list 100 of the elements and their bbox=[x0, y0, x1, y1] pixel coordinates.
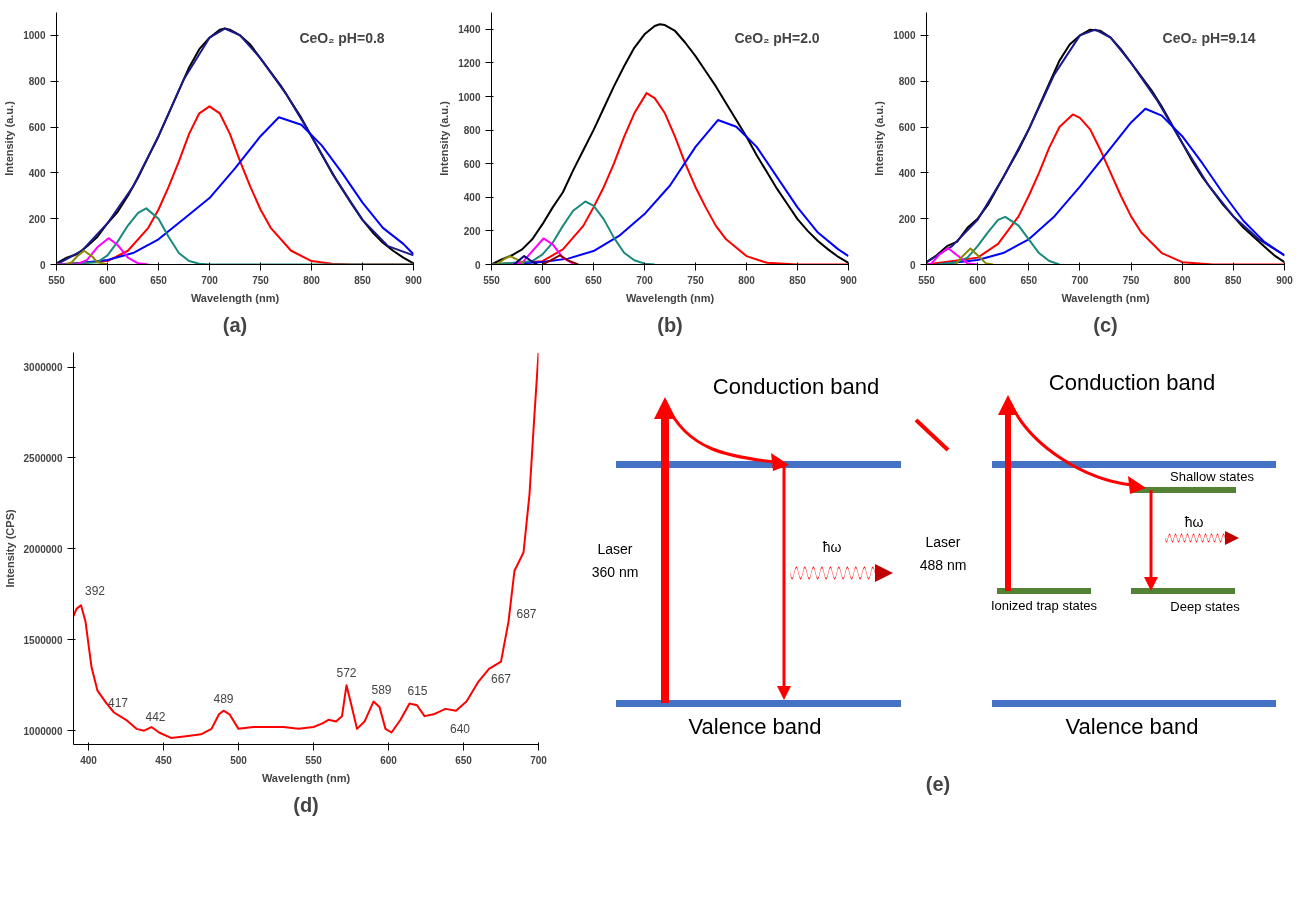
x-tick-label: 750 bbox=[1122, 274, 1140, 286]
x-tick-label: 850 bbox=[354, 274, 372, 286]
y-tick-label: 400 bbox=[463, 192, 481, 204]
x-tick-label: 600 bbox=[380, 754, 398, 766]
annotation: 615 bbox=[407, 684, 428, 699]
text: Ionized trap states bbox=[990, 598, 1098, 614]
x-tick-label: 450 bbox=[155, 754, 173, 766]
text: (e) bbox=[924, 772, 952, 798]
x-tick-label: 600 bbox=[99, 274, 117, 286]
x-tick-label: 900 bbox=[405, 274, 423, 286]
line-series bbox=[926, 247, 979, 265]
y-tick-label: 800 bbox=[898, 76, 916, 88]
line-series bbox=[935, 215, 1061, 265]
y-tick-label: 0 bbox=[39, 259, 46, 271]
line-series bbox=[491, 200, 656, 265]
x-tick-label: 650 bbox=[1020, 274, 1038, 286]
annotation: 589 bbox=[371, 682, 392, 697]
text: Laser bbox=[925, 533, 961, 550]
text: Laser bbox=[597, 540, 633, 557]
annotation: 572 bbox=[336, 666, 357, 681]
x-tick-label: 850 bbox=[789, 274, 807, 286]
line-series bbox=[510, 237, 575, 265]
annotation: 442 bbox=[145, 710, 166, 725]
y-tick-label: 3000000 bbox=[23, 362, 63, 374]
annotation: 640 bbox=[449, 721, 471, 736]
x-tick-label: 650 bbox=[150, 274, 168, 286]
y-tick-label: 800 bbox=[463, 125, 481, 137]
y-tick-label: 1000000 bbox=[23, 725, 63, 737]
y-tick-label: 1000 bbox=[893, 30, 916, 42]
y-tick-label: 1200 bbox=[458, 57, 481, 69]
y-tick-label: 1400 bbox=[458, 24, 481, 36]
annotation: 392 bbox=[85, 584, 106, 599]
annotation: 687 bbox=[516, 606, 537, 621]
annotation: 489 bbox=[213, 691, 234, 706]
x-tick-label: 800 bbox=[738, 274, 756, 286]
y-tick-label: 0 bbox=[909, 259, 916, 271]
text: ħω bbox=[822, 538, 842, 555]
y-axis-title: Intensity (a.u.) bbox=[3, 100, 16, 176]
text: 488 nm bbox=[919, 556, 967, 573]
annotation: CeO₂ pH=9.14 bbox=[1162, 29, 1256, 46]
x-tick-label: 850 bbox=[1225, 274, 1243, 286]
text: Conduction band bbox=[1048, 369, 1216, 395]
x-tick-label: 600 bbox=[534, 274, 552, 286]
annotation: 417 bbox=[107, 695, 129, 710]
text: ħω bbox=[1184, 513, 1204, 530]
x-tick-label: 650 bbox=[585, 274, 603, 286]
y-tick-label: 600 bbox=[28, 122, 46, 134]
x-tick-label: 800 bbox=[303, 274, 321, 286]
text: (c) bbox=[1093, 313, 1118, 336]
x-axis-title: Wavelength (nm) bbox=[190, 291, 280, 304]
text: Valence band bbox=[688, 713, 822, 739]
y-tick-label: 400 bbox=[898, 167, 916, 179]
y-tick-label: 400 bbox=[28, 167, 46, 179]
x-tick-label: 550 bbox=[305, 754, 323, 766]
text: Deep states bbox=[1170, 599, 1241, 615]
y-tick-label: 600 bbox=[898, 122, 916, 134]
y-tick-label: 1000 bbox=[458, 91, 481, 103]
y-tick-label: 0 bbox=[474, 259, 481, 271]
text: Shallow states bbox=[1170, 469, 1255, 485]
x-tick-label: 900 bbox=[1276, 274, 1294, 286]
text: Valence band bbox=[1065, 713, 1199, 739]
line-series bbox=[73, 352, 539, 739]
y-tick-label: 2500000 bbox=[23, 452, 63, 464]
annotation: CeO₂ pH=2.0 bbox=[734, 29, 820, 46]
y-tick-label: 200 bbox=[28, 213, 46, 225]
x-axis-title: Wavelength (nm) bbox=[261, 771, 351, 784]
x-tick-label: 650 bbox=[455, 754, 473, 766]
y-tick-label: 1000 bbox=[23, 30, 46, 42]
text: Conduction band bbox=[712, 373, 880, 399]
text: 360 nm bbox=[591, 563, 639, 580]
line-series bbox=[954, 247, 994, 265]
x-tick-label: 700 bbox=[530, 754, 548, 766]
x-tick-label: 700 bbox=[1071, 274, 1089, 286]
x-tick-label: 550 bbox=[483, 274, 501, 286]
x-tick-label: 600 bbox=[969, 274, 987, 286]
x-tick-label: 400 bbox=[80, 754, 98, 766]
x-tick-label: 800 bbox=[1173, 274, 1191, 286]
x-axis-title: Wavelength (nm) bbox=[625, 291, 715, 304]
x-tick-label: 500 bbox=[230, 754, 248, 766]
y-axis-title: Intensity (a.u.) bbox=[438, 100, 451, 176]
y-axis-title: Intensity (CPS) bbox=[3, 509, 16, 588]
x-tick-label: 750 bbox=[687, 274, 705, 286]
y-tick-label: 2000000 bbox=[23, 543, 63, 555]
line-series bbox=[65, 249, 109, 265]
x-tick-label: 700 bbox=[201, 274, 219, 286]
y-tick-label: 200 bbox=[463, 225, 481, 237]
y-axis-title: Intensity (a.u.) bbox=[873, 100, 886, 176]
y-tick-label: 600 bbox=[463, 158, 481, 170]
y-tick-label: 800 bbox=[28, 76, 46, 88]
y-tick-label: 200 bbox=[898, 213, 916, 225]
annotation: CeO₂ pH=0.8 bbox=[299, 29, 385, 46]
x-tick-label: 900 bbox=[840, 274, 858, 286]
x-tick-label: 550 bbox=[48, 274, 66, 286]
y-tick-label: 1500000 bbox=[23, 634, 63, 646]
x-tick-label: 550 bbox=[918, 274, 936, 286]
x-tick-label: 750 bbox=[252, 274, 270, 286]
text: (a) bbox=[222, 313, 248, 336]
text: (d) bbox=[293, 793, 319, 816]
line-series bbox=[495, 255, 526, 265]
text: (b) bbox=[657, 313, 683, 336]
